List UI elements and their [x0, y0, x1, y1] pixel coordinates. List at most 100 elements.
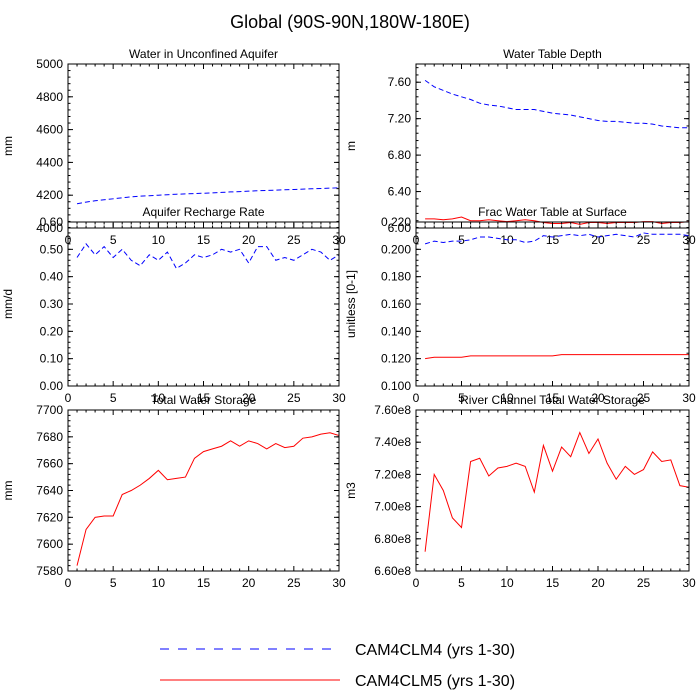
x-tick-label: 5 — [110, 391, 117, 405]
x-tick-label: 20 — [591, 391, 605, 405]
plot-frame — [415, 63, 690, 229]
x-tick-label: 0 — [65, 576, 72, 590]
y-tick-label: 4000 — [36, 221, 63, 235]
series-line-clm4 — [424, 79, 689, 129]
chart-series — [424, 79, 689, 225]
x-tick-label: 10 — [152, 576, 166, 590]
series-line-clm5 — [424, 431, 689, 552]
x-tick-label: 15 — [546, 233, 560, 247]
chart-3: Frac Water Table at Surface 0 5 10 15 20 25 30 0… — [344, 205, 696, 405]
series-line-clm4 — [424, 232, 689, 245]
y-tick-label: 0.180 — [381, 270, 411, 284]
x-tick-label: 5 — [110, 233, 117, 247]
y-tick-label: 0.160 — [381, 297, 411, 311]
x-tick-label: 5 — [458, 233, 465, 247]
y-tick-label: 7660 — [36, 457, 63, 471]
x-tick-label: 20 — [591, 233, 605, 247]
x-tick-label: 15 — [197, 233, 211, 247]
y-tick-label: 6.60e8 — [374, 564, 411, 578]
x-tick-label: 10 — [152, 233, 166, 247]
plot-frame — [67, 409, 340, 572]
y-tick-label: 7.60 — [388, 75, 412, 89]
x-tick-label: 15 — [197, 391, 211, 405]
x-tick-label: 15 — [546, 576, 560, 590]
x-tick-label: 30 — [682, 576, 696, 590]
y-tick-label: 0.120 — [381, 352, 411, 366]
y-tick-label: 7580 — [36, 564, 63, 578]
y-axis-label: mm — [1, 481, 15, 501]
y-tick-label: 4800 — [36, 90, 63, 104]
plot-frame — [415, 409, 690, 572]
y-tick-label: 7680 — [36, 430, 63, 444]
y-tick-label: 0.100 — [381, 379, 411, 393]
chart-2: Aquifer Recharge Rate 0 5 10 15 20 25 30 0.00 0.1… — [1, 205, 346, 405]
y-tick-label: 0.30 — [40, 297, 64, 311]
legend-label-clm5: CAM4CLM5 (yrs 1-30) — [355, 673, 515, 690]
x-tick-label: 30 — [332, 576, 346, 590]
chart-title: Water Table Depth — [503, 47, 602, 61]
y-tick-label: 0.00 — [40, 379, 64, 393]
x-tick-label: 0 — [413, 576, 420, 590]
chart-series — [76, 64, 339, 205]
x-tick-label: 20 — [242, 233, 256, 247]
x-tick-label: 15 — [197, 576, 211, 590]
x-tick-label: 25 — [637, 233, 651, 247]
y-tick-label: 4200 — [36, 188, 63, 202]
chart-title: Frac Water Table at Surface — [478, 205, 627, 219]
x-tick-label: 10 — [500, 391, 514, 405]
y-tick-label: 0.60 — [40, 215, 64, 229]
chart-panels: Water in Unconfined Aquifer 0 5 10 15 20 25 30 4… — [1, 47, 696, 590]
x-tick-label: 20 — [242, 576, 256, 590]
x-tick-label: 20 — [591, 576, 605, 590]
y-tick-label: 7.60e8 — [374, 403, 411, 417]
x-tick-label: 25 — [637, 391, 651, 405]
y-tick-label: 7.40e8 — [374, 435, 411, 449]
y-axis-label: m3 — [344, 482, 358, 499]
y-tick-label: 0.40 — [40, 270, 64, 284]
x-tick-label: 20 — [242, 391, 256, 405]
y-tick-label: 0.220 — [381, 215, 411, 229]
chart-title: River Channel Total Water Storage — [460, 393, 645, 407]
x-tick-label: 5 — [458, 576, 465, 590]
y-tick-label: 7620 — [36, 510, 63, 524]
x-tick-label: 5 — [458, 391, 465, 405]
x-tick-label: 0 — [65, 391, 72, 405]
x-tick-label: 25 — [637, 576, 651, 590]
series-line-clm5 — [425, 354, 689, 360]
y-tick-label: 0.10 — [40, 352, 64, 366]
x-tick-label: 10 — [152, 391, 166, 405]
chart-series — [424, 232, 689, 360]
y-axis-label: mm — [1, 136, 15, 156]
x-tick-label: 25 — [287, 391, 301, 405]
y-tick-label: 0.50 — [40, 242, 64, 256]
chart-series — [76, 243, 339, 386]
x-tick-label: 30 — [332, 391, 346, 405]
x-tick-label: 5 — [110, 576, 117, 590]
chart-series — [76, 432, 339, 566]
plot-frame — [67, 63, 340, 229]
x-tick-label: 15 — [546, 391, 560, 405]
y-axis-label: m — [344, 141, 358, 151]
chart-title: Water in Unconfined Aquifer — [129, 47, 278, 61]
y-tick-label: 4600 — [36, 123, 63, 137]
y-tick-label: 7640 — [36, 484, 63, 498]
legend-label-clm4: CAM4CLM4 (yrs 1-30) — [355, 642, 515, 659]
y-tick-label: 6.00 — [388, 221, 412, 235]
x-tick-label: 0 — [413, 391, 420, 405]
series-line-clm4 — [76, 243, 339, 270]
chart-4: Total Water Storage 0 5 10 15 20 25 30 7580 7600 7… — [1, 393, 346, 590]
y-tick-label: 0.20 — [40, 324, 64, 338]
x-tick-label: 30 — [682, 391, 696, 405]
chart-5: River Channel Total Water Storage 0 5 10 15 2… — [344, 393, 696, 590]
chart-title: Total Water Storage — [151, 393, 257, 407]
y-tick-label: 0.200 — [381, 242, 411, 256]
y-axis-label: mm/d — [1, 289, 15, 319]
y-tick-label: 6.80 — [388, 148, 412, 162]
series-line-clm5 — [76, 432, 339, 566]
y-tick-label: 5000 — [36, 57, 63, 71]
y-tick-label: 7.20 — [388, 112, 412, 126]
y-tick-label: 7700 — [36, 403, 63, 417]
x-tick-label: 25 — [287, 576, 301, 590]
